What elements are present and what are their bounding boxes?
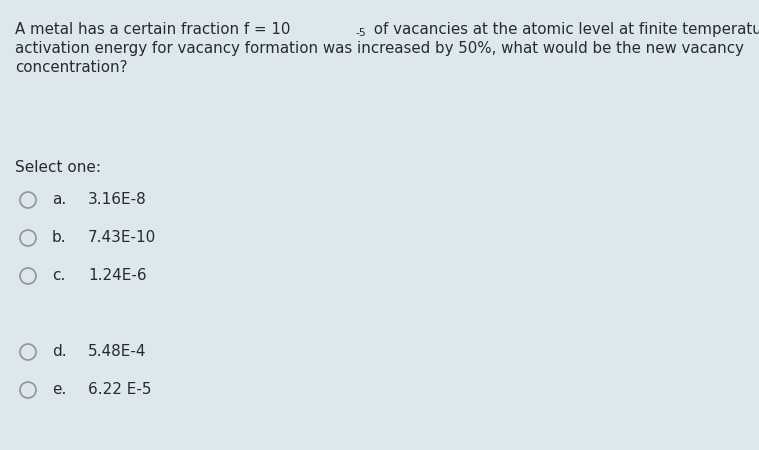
Text: A metal has a certain fraction f = 10: A metal has a certain fraction f = 10 <box>15 22 291 37</box>
Text: 5.48E-4: 5.48E-4 <box>88 345 146 360</box>
Text: -5: -5 <box>355 28 366 38</box>
Text: d.: d. <box>52 345 67 360</box>
Text: activation energy for vacancy formation was increased by 50%, what would be the : activation energy for vacancy formation … <box>15 41 744 56</box>
Text: 3.16E-8: 3.16E-8 <box>88 193 146 207</box>
Text: 6.22 E-5: 6.22 E-5 <box>88 382 152 397</box>
Text: concentration?: concentration? <box>15 60 128 75</box>
Text: a.: a. <box>52 193 66 207</box>
Text: 1.24E-6: 1.24E-6 <box>88 269 146 284</box>
Text: c.: c. <box>52 269 65 284</box>
Text: 7.43E-10: 7.43E-10 <box>88 230 156 246</box>
Text: b.: b. <box>52 230 67 246</box>
Text: Select one:: Select one: <box>15 160 101 175</box>
Text: of vacancies at the atomic level at finite temperatures. If the: of vacancies at the atomic level at fini… <box>369 22 759 37</box>
Text: e.: e. <box>52 382 66 397</box>
